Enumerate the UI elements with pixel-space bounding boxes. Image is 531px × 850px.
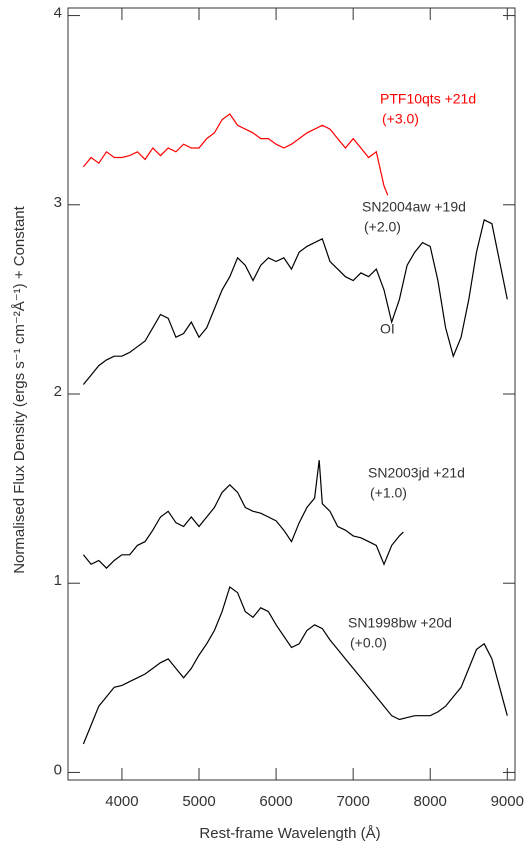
- series-label: SN2004aw +19d: [362, 199, 466, 215]
- series-offset: (+0.0): [350, 635, 387, 651]
- series-offset: (+1.0): [370, 485, 407, 501]
- x-tick-label: 8000: [414, 793, 447, 810]
- spectrum-line: [82, 113, 389, 196]
- y-tick-label: 4: [54, 5, 62, 22]
- x-tick-label: 7000: [336, 793, 369, 810]
- series-label: PTF10qts +21d: [380, 91, 476, 107]
- series-label: SN1998bw +20d: [348, 615, 452, 631]
- spectrum-line: [82, 460, 404, 569]
- y-axis-label: Normalised Flux Density (ergs s⁻¹ cm⁻²Å⁻…: [11, 205, 28, 573]
- y-tick-label: 1: [54, 572, 62, 589]
- x-tick-label: 5000: [182, 793, 215, 810]
- series-offset: (+2.0): [364, 219, 401, 235]
- plot-frame: [67, 7, 516, 781]
- y-tick-label: 3: [54, 194, 62, 211]
- x-tick-label: 6000: [259, 793, 292, 810]
- y-tick-label: 0: [54, 761, 62, 778]
- spectrum-line: [82, 219, 508, 385]
- series-offset: (+3.0): [382, 111, 419, 127]
- y-tick-label: 2: [54, 383, 62, 400]
- spectrum-line: [82, 586, 508, 745]
- x-tick-label: 9000: [491, 793, 524, 810]
- x-tick-label: 4000: [105, 793, 138, 810]
- annotation: OI: [380, 321, 395, 337]
- series-label: SN2003jd +21d: [368, 465, 465, 481]
- x-axis-label: Rest-frame Wavelength (Å): [199, 825, 380, 842]
